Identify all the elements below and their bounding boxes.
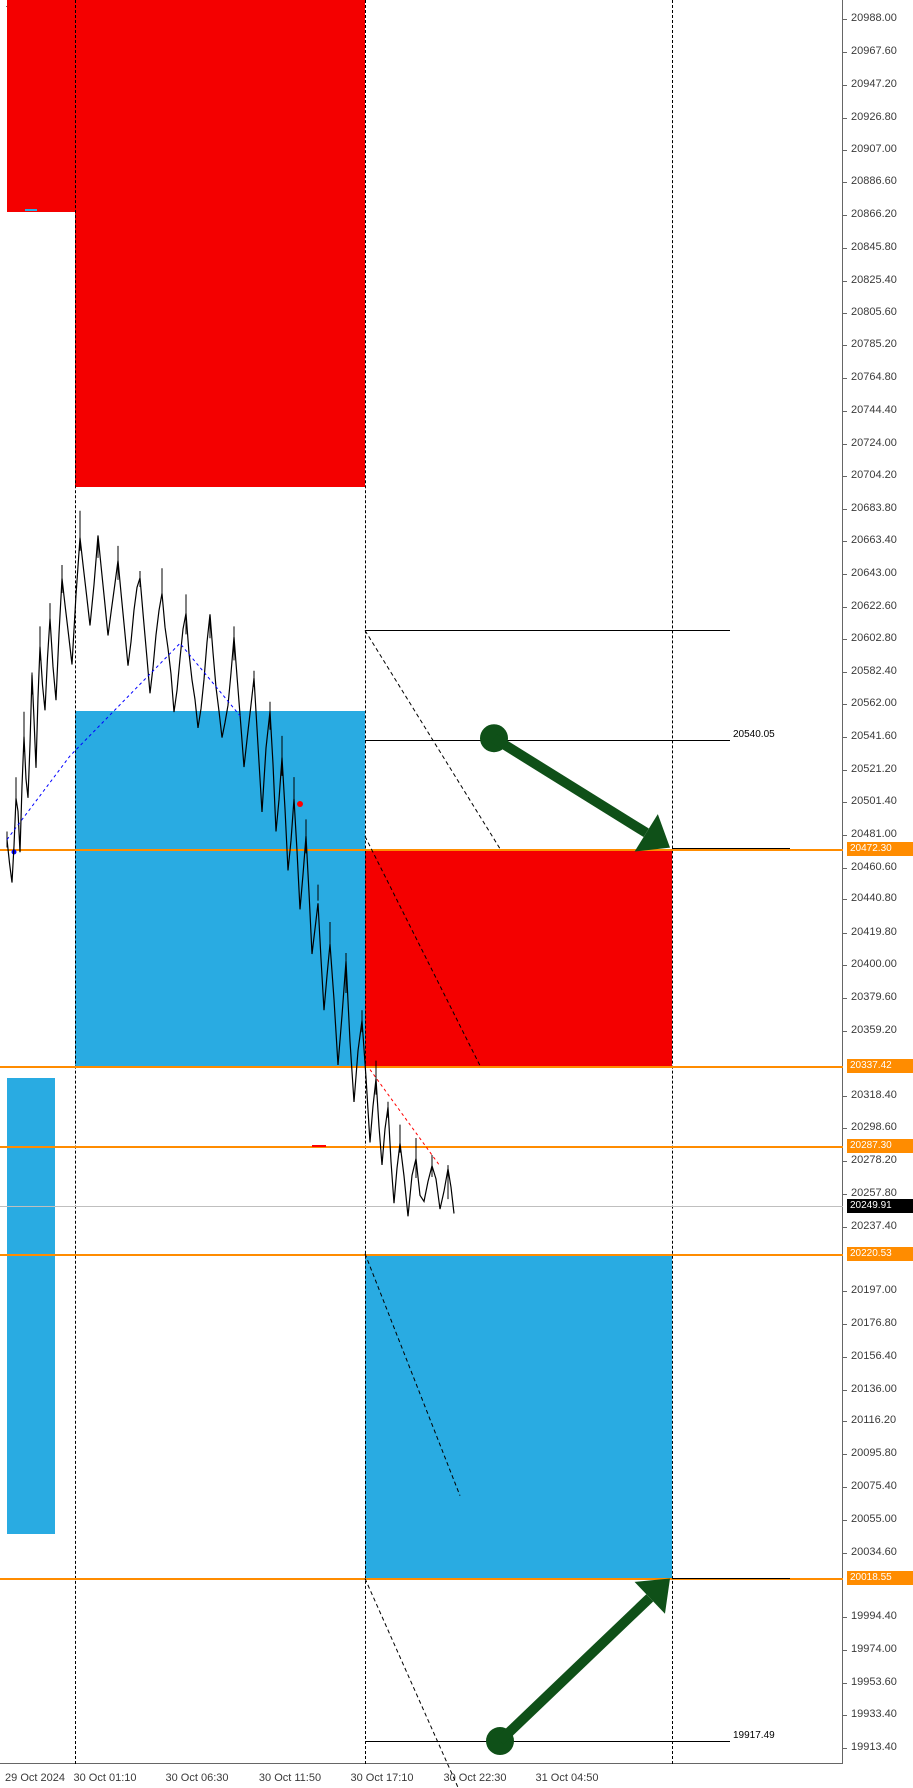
level-label: 19917.49 — [733, 1730, 775, 1741]
tiny-bar — [312, 1145, 326, 1147]
ytick-label: 19974.00 — [847, 1644, 913, 1655]
ytick-label: 20886.60 — [847, 176, 913, 187]
ytick-label: 20156.40 — [847, 1351, 913, 1362]
xtick-label: 30 Oct 01:10 — [74, 1772, 137, 1784]
xtick-label: 30 Oct 06:30 — [166, 1772, 229, 1784]
vline-dashed — [75, 0, 76, 1764]
trading-chart[interactable]: USTEC,M5 20248.15 20251.03 20247.78 2024… — [0, 0, 913, 1788]
red-zone-mid — [365, 849, 672, 1066]
marker-dot — [297, 801, 303, 807]
price-tag: 20337.42 — [847, 1059, 913, 1073]
ytick-label: 20704.20 — [847, 470, 913, 481]
ytick-label: 20663.40 — [847, 535, 913, 546]
ytick-label: 20988.00 — [847, 13, 913, 24]
level-label: 20540.05 — [733, 729, 775, 740]
ytick-label: 20926.80 — [847, 112, 913, 123]
ytick-label: 20055.00 — [847, 1514, 913, 1525]
price-tag: 20220.53 — [847, 1247, 913, 1261]
ytick-label: 20521.20 — [847, 764, 913, 775]
ytick-label: 20643.00 — [847, 568, 913, 579]
ytick-label: 20764.80 — [847, 372, 913, 383]
marker-dot — [12, 850, 17, 855]
ytick-label: 20116.20 — [847, 1415, 913, 1426]
xtick-label: 31 Oct 04:50 — [536, 1772, 599, 1784]
ytick-label: 20419.80 — [847, 927, 913, 938]
ytick-label: 20805.60 — [847, 307, 913, 318]
ytick-label: 20075.40 — [847, 1481, 913, 1492]
ytick-label: 19953.60 — [847, 1677, 913, 1688]
red-zone-top — [75, 0, 365, 487]
black-level-line — [365, 1741, 730, 1742]
ytick-label: 20257.80 — [847, 1188, 913, 1199]
blue-zone-upper — [75, 711, 365, 1066]
vline-dashed — [365, 0, 366, 1764]
black-level-line — [672, 1578, 790, 1579]
ytick-label: 20237.40 — [847, 1221, 913, 1232]
ytick-label: 20845.80 — [847, 242, 913, 253]
ytick-label: 20744.40 — [847, 405, 913, 416]
ytick-label: 20197.00 — [847, 1285, 913, 1296]
vline-dashed — [672, 0, 673, 1764]
ytick-label: 20400.00 — [847, 959, 913, 970]
ytick-label: 20440.80 — [847, 893, 913, 904]
ytick-label: 20481.00 — [847, 829, 913, 840]
ytick-label: 20034.60 — [847, 1547, 913, 1558]
ytick-label: 20541.60 — [847, 731, 913, 742]
x-axis-border — [0, 1763, 843, 1764]
ytick-label: 20683.80 — [847, 503, 913, 514]
ytick-label: 20095.80 — [847, 1448, 913, 1459]
ytick-label: 20318.40 — [847, 1090, 913, 1101]
ytick-label: 20562.00 — [847, 698, 913, 709]
xtick-label: 30 Oct 11:50 — [259, 1772, 321, 1784]
orange-level-line — [0, 1254, 843, 1256]
ytick-label: 20947.20 — [847, 79, 913, 90]
ytick-label: 20379.60 — [847, 992, 913, 1003]
black-level-line — [365, 630, 730, 631]
ytick-label: 20724.00 — [847, 438, 913, 449]
tiny-bar — [25, 209, 37, 211]
ytick-label: 20501.40 — [847, 796, 913, 807]
ytick-label: 20866.20 — [847, 209, 913, 220]
blue-zone-lower — [365, 1254, 672, 1579]
orange-level-line — [0, 1066, 843, 1068]
ytick-label: 19933.40 — [847, 1709, 913, 1720]
price-tag: 20287.30 — [847, 1139, 913, 1153]
ytick-label: 20359.20 — [847, 1025, 913, 1036]
orange-level-line — [0, 1146, 843, 1148]
xtick-label: 30 Oct 22:30 — [444, 1772, 507, 1784]
orange-level-line — [0, 849, 843, 851]
ytick-label: 20825.40 — [847, 275, 913, 286]
ytick-label: 20278.20 — [847, 1155, 913, 1166]
ytick-label: 20460.60 — [847, 862, 913, 873]
ytick-label: 20136.00 — [847, 1384, 913, 1395]
ytick-label: 20602.80 — [847, 633, 913, 644]
price-tag: 20018.55 — [847, 1571, 913, 1585]
ytick-label: 20907.00 — [847, 144, 913, 155]
ytick-label: 19913.40 — [847, 1742, 913, 1753]
ytick-label: 20967.60 — [847, 46, 913, 57]
ytick-label: 20582.40 — [847, 666, 913, 677]
y-axis-border — [842, 0, 843, 1764]
xtick-label: 29 Oct 2024 — [5, 1772, 65, 1784]
ytick-label: 19994.40 — [847, 1611, 913, 1622]
xtick-label: 30 Oct 17:10 — [351, 1772, 414, 1784]
ytick-label: 20622.60 — [847, 601, 913, 612]
ytick-label: 20298.60 — [847, 1122, 913, 1133]
ytick-label: 20176.80 — [847, 1318, 913, 1329]
red-zone-top-left — [7, 0, 75, 212]
current-price-line — [0, 1206, 843, 1207]
ytick-label: 20785.20 — [847, 339, 913, 350]
price-tag: 20249.91 — [847, 1199, 913, 1213]
price-tag: 20472.30 — [847, 842, 913, 856]
black-level-line — [672, 848, 790, 849]
black-level-line — [365, 740, 730, 741]
